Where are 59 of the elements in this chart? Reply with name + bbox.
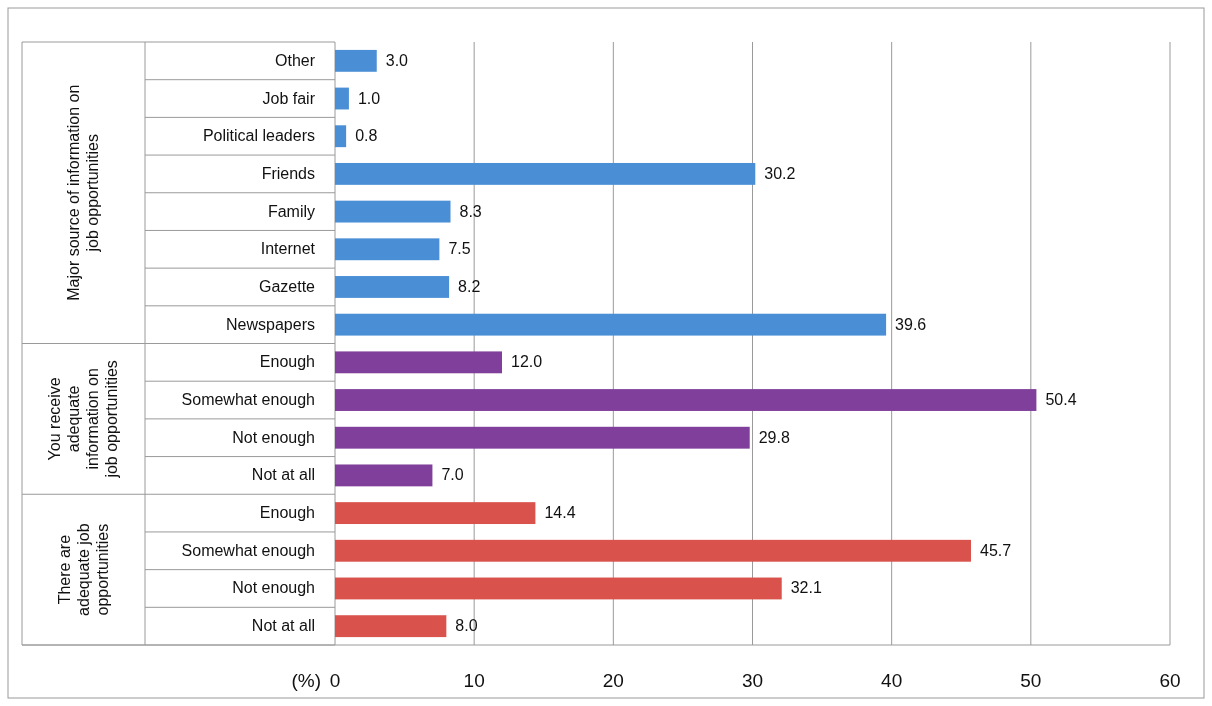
x-tick-label: 60 [1159, 670, 1181, 691]
y-tick-label: Gazette [258, 277, 316, 295]
data-label: 29.8 [758, 428, 790, 446]
x-tick-label: 20 [602, 670, 624, 691]
bar [335, 615, 447, 638]
bar [335, 238, 440, 261]
data-label: 8.2 [458, 277, 481, 295]
x-tick-label: 30 [741, 670, 764, 691]
bar [335, 49, 377, 72]
bar [335, 276, 450, 298]
bar [335, 577, 782, 600]
y-tick-label: Not enough [232, 428, 315, 446]
bar [335, 162, 756, 185]
text: You receive adequate information on job opportunities [46, 360, 120, 479]
data-label: 45.7 [979, 541, 1012, 559]
bar [335, 502, 536, 525]
data-label: 14.4 [544, 504, 576, 522]
x-tick-label: 40 [881, 670, 903, 691]
bar [335, 351, 502, 374]
y-tick-label: Newspapers [226, 315, 315, 333]
text: There are adequate job opportunities [55, 523, 111, 616]
data-label: 39.6 [895, 315, 927, 333]
y-tick-label: Somewhat enough [181, 541, 315, 559]
y-tick-label: Friends [261, 164, 315, 182]
data-label: 3.0 [385, 51, 409, 69]
y-tick-label: Enough [259, 353, 315, 371]
x-tick-label: 10 [463, 670, 485, 691]
y-tick-label: Not at all [251, 617, 315, 635]
bar [335, 87, 349, 110]
bar [335, 539, 971, 562]
data-label: 32.1 [790, 579, 822, 597]
y-tick-label: Family [267, 202, 315, 220]
data-label: 7.0 [441, 466, 464, 484]
bar [335, 200, 451, 223]
y-tick-label: Somewhat enough [181, 391, 315, 409]
y-tick-label: Enough [259, 504, 315, 522]
data-label: 12.0 [511, 353, 543, 371]
x-tick-label: 50 [1020, 670, 1042, 691]
data-label: 30.2 [764, 164, 796, 182]
data-label: 50.4 [1045, 391, 1077, 409]
bar [335, 125, 347, 148]
y-tick-label: Not at all [251, 466, 315, 484]
y-tick-label: Job fair [262, 89, 316, 107]
x-axis-title: (%) [291, 670, 321, 691]
x-tick-label: 0 [329, 670, 341, 691]
data-label: 0.8 [355, 127, 378, 145]
y-tick-label: Political leaders [202, 127, 315, 145]
data-label: 7.5 [448, 240, 471, 258]
data-label: 1.0 [357, 89, 381, 107]
data-label: 8.3 [459, 202, 482, 220]
bar [335, 464, 433, 487]
data-label: 8.0 [455, 617, 478, 635]
bar [335, 426, 750, 449]
bar [335, 389, 1037, 411]
y-tick-label: Internet [260, 240, 316, 258]
y-tick-label: Not enough [232, 579, 315, 597]
y-tick-label: Other [274, 51, 316, 69]
bar [335, 313, 887, 336]
text: Major source of information on job opportunities [65, 84, 101, 301]
